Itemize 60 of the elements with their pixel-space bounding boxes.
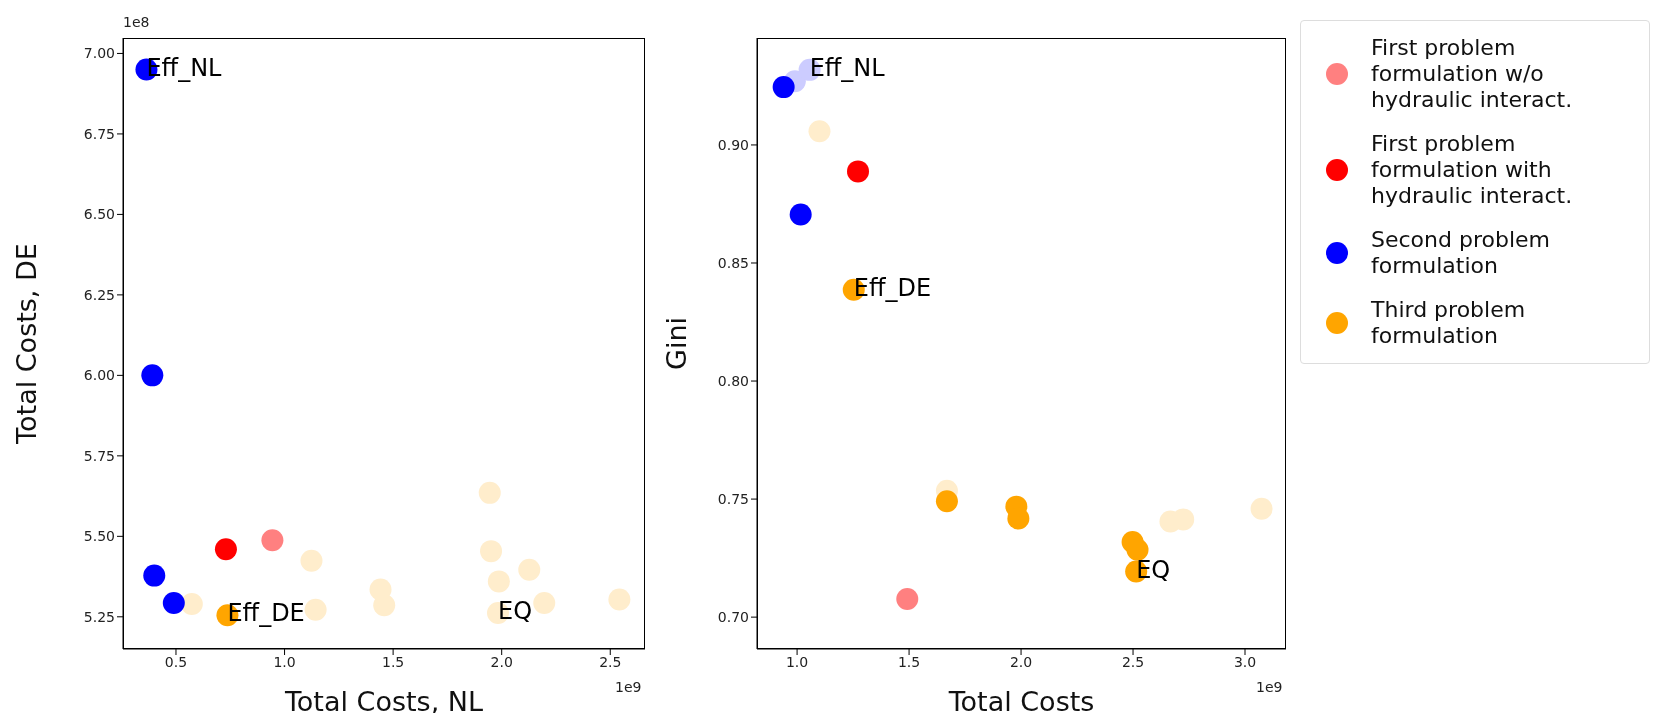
point bbox=[847, 160, 870, 183]
x-tick-label: 1.0 bbox=[273, 653, 296, 670]
x-tick-label: 1.5 bbox=[897, 653, 921, 670]
text: 1e9 bbox=[1256, 679, 1283, 695]
y-tick-label: 5.25 bbox=[83, 608, 115, 625]
point bbox=[143, 564, 166, 587]
y-tick-label: 5.50 bbox=[83, 528, 115, 545]
x-tick-label: 0.5 bbox=[164, 653, 188, 670]
legend-label: Third problem formulation bbox=[1371, 297, 1527, 349]
point bbox=[373, 594, 396, 617]
point bbox=[214, 538, 237, 561]
point bbox=[608, 588, 631, 611]
y-axis-title: Gini bbox=[660, 316, 692, 371]
point bbox=[487, 570, 510, 593]
point bbox=[162, 591, 185, 614]
point bbox=[304, 598, 327, 621]
point bbox=[518, 558, 541, 581]
y-tick-label: 0.85 bbox=[717, 254, 749, 271]
point bbox=[1007, 507, 1030, 530]
y-tick-label: 0.80 bbox=[717, 373, 749, 390]
y-tick-label: 0.70 bbox=[717, 609, 749, 626]
point bbox=[141, 364, 164, 387]
x-tick-label: 2.0 bbox=[1009, 653, 1033, 670]
text: 1e9 bbox=[615, 679, 642, 695]
x-tick-label: 2.0 bbox=[490, 653, 513, 670]
y-tick-label: 0.90 bbox=[717, 136, 749, 153]
legend-label: First problem formulation w/o hydraulic interact. bbox=[1371, 35, 1574, 113]
x-tick-label: 3.0 bbox=[1233, 653, 1257, 670]
y-axis-title: Total Costs, DE bbox=[10, 243, 42, 445]
annotation: EQ bbox=[498, 596, 533, 625]
y-tick-label: 6.50 bbox=[83, 206, 115, 223]
point bbox=[1126, 538, 1149, 561]
legend-label: Second problem formulation bbox=[1371, 227, 1551, 279]
x-tick-label: 1.5 bbox=[381, 653, 405, 670]
point bbox=[935, 490, 958, 513]
x-tick-label: 2.5 bbox=[599, 653, 622, 670]
point bbox=[180, 592, 203, 615]
annotation: Eff_NL bbox=[809, 53, 886, 82]
y-tick-label: 6.25 bbox=[83, 286, 115, 303]
point bbox=[808, 120, 831, 143]
x-tick-label: 1.0 bbox=[785, 653, 809, 670]
x-axis-title: Total Costs bbox=[947, 686, 1095, 717]
point bbox=[261, 529, 284, 552]
y-tick-label: 6.00 bbox=[83, 367, 115, 384]
y-tick-label: 7.00 bbox=[83, 45, 115, 62]
y-tick-label: 5.75 bbox=[83, 447, 115, 464]
point bbox=[1250, 497, 1273, 520]
point bbox=[480, 540, 503, 563]
point bbox=[478, 481, 501, 504]
point bbox=[789, 203, 812, 226]
point bbox=[772, 76, 795, 99]
legend-label: First problem formulation with hydraulic interact. bbox=[1371, 131, 1574, 209]
y-tick-label: 0.75 bbox=[717, 491, 749, 508]
point bbox=[896, 587, 919, 610]
point bbox=[300, 549, 323, 572]
point bbox=[1172, 508, 1195, 531]
x-tick-label: 2.5 bbox=[1121, 653, 1145, 670]
y-tick-label: 6.75 bbox=[83, 125, 115, 142]
point bbox=[533, 591, 556, 614]
text: 1e8 bbox=[123, 14, 150, 30]
